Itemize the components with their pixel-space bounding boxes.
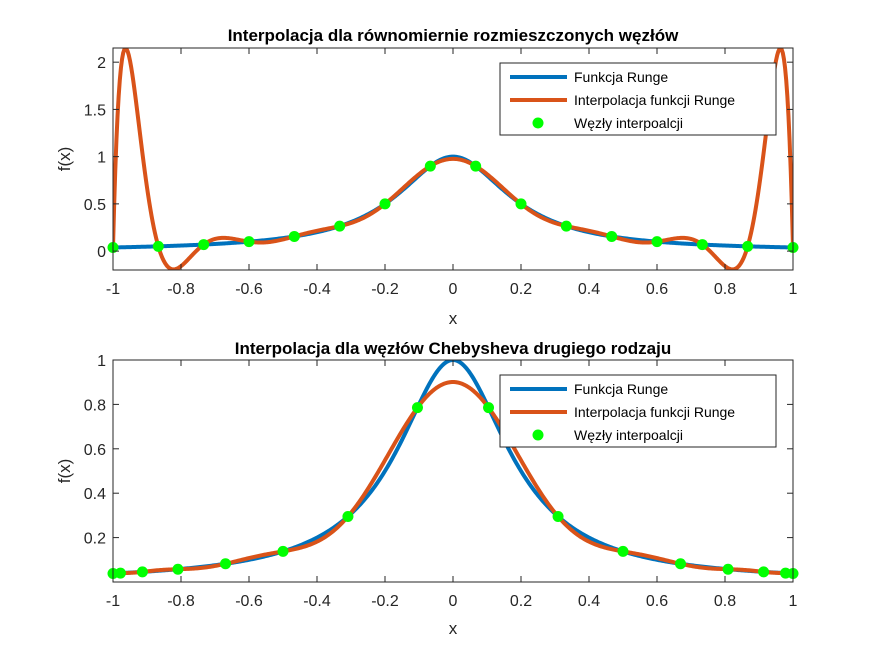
x-tick-label: 0 <box>449 593 458 610</box>
interpolation-node-point <box>342 510 354 522</box>
x-tick-label: -1 <box>106 593 120 610</box>
legend-entry-label: Funkcja Runge <box>574 381 668 397</box>
interpolation-node-point <box>424 160 436 172</box>
x-tick-label: 0.6 <box>646 281 668 298</box>
interpolation-node-point <box>696 239 708 251</box>
interpolation-node-point <box>470 160 482 172</box>
plot-1: -1 -0.8 -0.6 -0.4 -0.2 0 0.2 0.4 0.6 0.8 1 0 0.5 1 1.5… <box>55 26 799 328</box>
x-tick-label: -0.6 <box>235 593 263 610</box>
x-tick-label: -0.4 <box>303 593 331 610</box>
y-tick-label: 0.8 <box>84 397 106 414</box>
chart-title: Interpolacja dla węzłów Chebysheva drugi… <box>235 339 671 358</box>
x-axis-label: x <box>449 309 458 328</box>
interpolation-node-point <box>379 198 391 210</box>
y-axis-label: f(x) <box>55 147 74 172</box>
interpolation-node-point <box>198 239 210 251</box>
interpolation-node-point <box>722 563 734 575</box>
interpolation-node-point <box>674 558 686 570</box>
legend-entry-label: Węzły interpoalcji <box>574 115 683 131</box>
x-tick-label: 0.8 <box>714 593 736 610</box>
x-tick-label: -0.2 <box>371 281 399 298</box>
series-interpolacja-line <box>113 48 793 270</box>
interpolation-node-point <box>136 566 148 578</box>
y-tick-label: 1 <box>97 150 106 167</box>
legend-entry-label: Węzły interpoalcji <box>574 427 683 443</box>
chart-title: Interpolacja dla równomiernie rozmieszcz… <box>228 26 679 45</box>
interpolation-node-point <box>114 567 126 579</box>
y-tick-label: 0.4 <box>84 486 106 503</box>
legend-entry-label: Funkcja Runge <box>574 69 668 85</box>
x-tick-label: 0.4 <box>578 593 600 610</box>
x-tick-label: -0.8 <box>167 593 195 610</box>
x-tick-label: 0.6 <box>646 593 668 610</box>
interpolation-node-point <box>552 510 564 522</box>
x-tick-label: 0 <box>449 281 458 298</box>
interpolation-node-point <box>515 198 527 210</box>
y-tick-label: 0.6 <box>84 442 106 459</box>
x-tick-label: -1 <box>106 281 120 298</box>
x-tick-label: -0.2 <box>371 593 399 610</box>
legend: Funkcja Runge Interpolacja funkcji Runge W… <box>499 62 777 136</box>
x-tick-label: 0.2 <box>510 281 532 298</box>
interpolation-node-point <box>483 402 495 414</box>
curves <box>113 48 793 270</box>
legend-nodes-marker <box>532 117 544 129</box>
x-tick-label: -0.8 <box>167 281 195 298</box>
series-funkcja-runge-line <box>113 154 793 250</box>
legend-entry-label: Interpolacja funkcji Runge <box>574 92 735 108</box>
legend-nodes-marker <box>532 429 544 441</box>
interpolation-node-point <box>606 230 618 242</box>
y-tick-label: 0.2 <box>84 531 106 548</box>
interpolation-node-point <box>742 240 754 252</box>
interpolation-node-point <box>172 563 184 575</box>
legend: Funkcja Runge Interpolacja funkcji Runge W… <box>499 374 777 448</box>
plot-2: -1 -0.8 -0.6 -0.4 -0.2 0 0.2 0.4 0.6 0.8 1 0.2 0.4 0.… <box>55 339 799 638</box>
interpolation-node-point <box>758 566 770 578</box>
x-tick-label: 1 <box>789 593 798 610</box>
interpolation-node-point <box>220 558 232 570</box>
y-tick-label: 1.5 <box>84 102 106 119</box>
y-tick-label: 0.5 <box>84 197 106 214</box>
y-tick-label: 0 <box>97 244 106 261</box>
x-tick-label: 0.8 <box>714 281 736 298</box>
y-axis-label: f(x) <box>55 459 74 484</box>
y-tick-label: 1 <box>97 353 106 370</box>
interpolation-node-point <box>288 230 300 242</box>
interpolation-node-point <box>152 240 164 252</box>
x-tick-label: -0.6 <box>235 281 263 298</box>
x-tick-label: 0.2 <box>510 593 532 610</box>
interpolation-node-point <box>651 236 663 248</box>
interpolation-node-point <box>560 220 572 232</box>
x-tick-label: -0.4 <box>303 281 331 298</box>
interpolation-node-point <box>411 402 423 414</box>
y-tick-label: 2 <box>97 55 106 72</box>
interpolation-node-point <box>243 236 255 248</box>
interpolation-node-point <box>277 545 289 557</box>
interpolation-node-point <box>617 545 629 557</box>
x-axis-label: x <box>449 619 458 638</box>
interpolation-node-point <box>334 220 346 232</box>
x-tick-label: 0.4 <box>578 281 600 298</box>
legend-entry-label: Interpolacja funkcji Runge <box>574 404 735 420</box>
x-tick-label: 1 <box>789 281 798 298</box>
